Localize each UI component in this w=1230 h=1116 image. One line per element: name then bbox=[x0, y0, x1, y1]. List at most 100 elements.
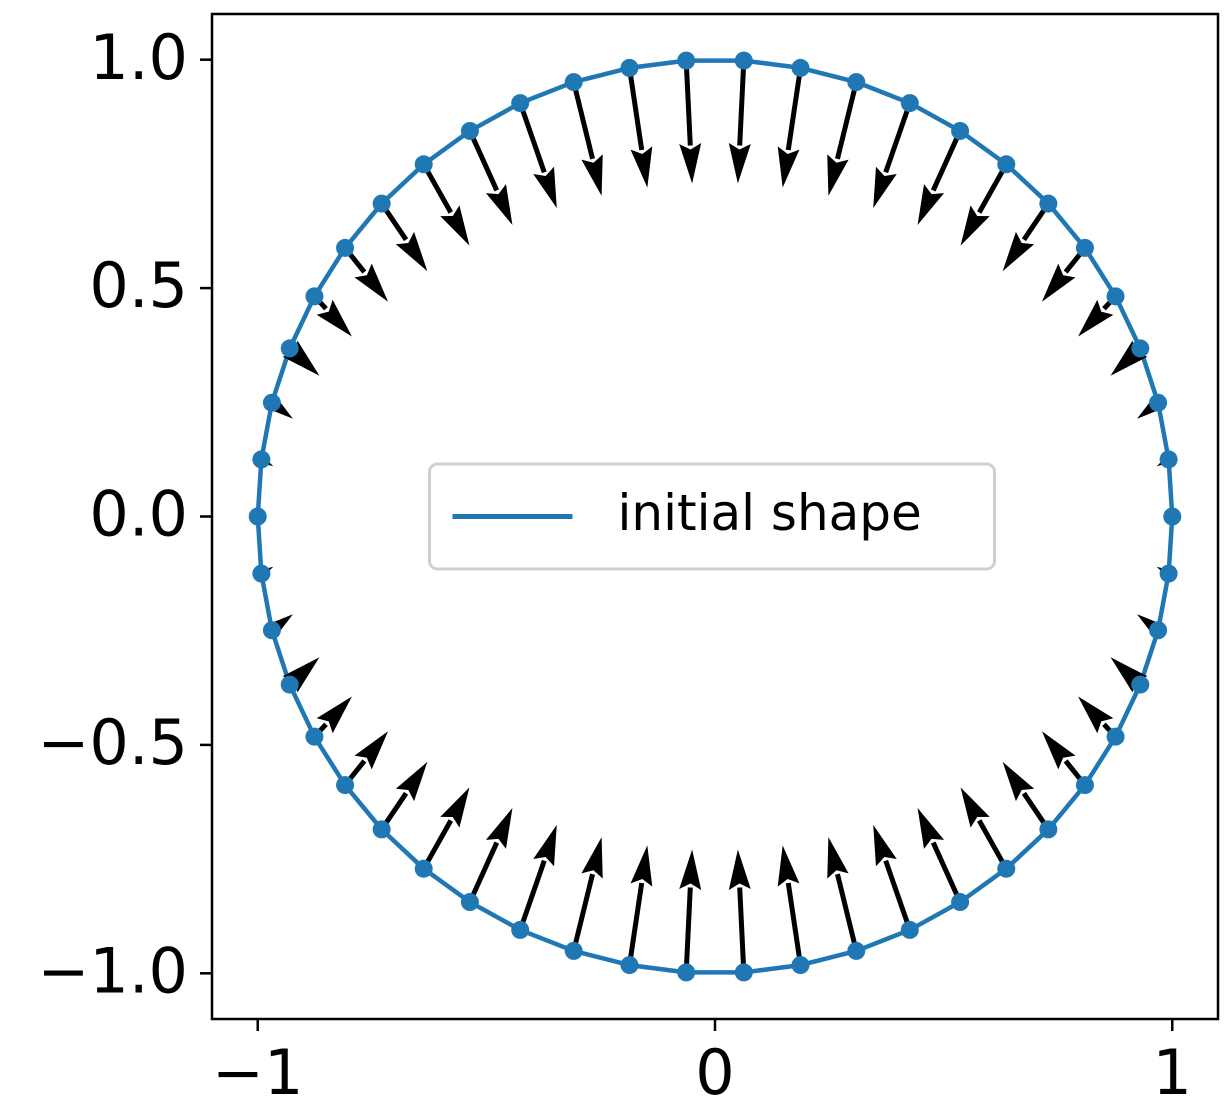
arrow-head bbox=[630, 146, 653, 188]
arrow-head bbox=[581, 837, 603, 879]
arrow bbox=[1002, 202, 1051, 272]
arrow bbox=[467, 807, 513, 904]
arrow-head bbox=[679, 849, 702, 891]
arrow bbox=[917, 129, 963, 226]
arrow-head bbox=[777, 146, 800, 188]
arrow-head bbox=[873, 166, 897, 209]
arrow-shaft bbox=[785, 67, 803, 151]
arrow-head bbox=[395, 231, 428, 272]
arrow-shaft bbox=[571, 81, 595, 160]
arrow-head bbox=[728, 849, 751, 891]
arrow-head bbox=[440, 205, 470, 246]
arrow-head bbox=[1110, 657, 1148, 693]
arrow-head bbox=[581, 154, 603, 196]
arrow-shaft bbox=[883, 859, 913, 931]
arrow bbox=[343, 731, 389, 787]
arrow-shaft bbox=[467, 129, 500, 192]
point bbox=[1159, 564, 1178, 583]
arrow-head bbox=[533, 824, 557, 867]
arrow-shaft bbox=[835, 873, 859, 952]
arrow bbox=[571, 837, 603, 952]
point bbox=[847, 941, 866, 960]
point bbox=[997, 155, 1016, 174]
arrow-head bbox=[267, 614, 293, 637]
arrow-shaft bbox=[683, 60, 693, 146]
arrow-shaft bbox=[977, 163, 1009, 214]
arrow bbox=[421, 787, 470, 870]
arrow-head bbox=[395, 761, 428, 802]
arrow-head bbox=[485, 807, 513, 849]
arrow-shaft bbox=[421, 163, 453, 214]
point bbox=[305, 727, 324, 746]
point bbox=[1075, 238, 1094, 257]
arrow-head bbox=[282, 657, 320, 693]
point bbox=[252, 450, 271, 469]
arrow-head bbox=[1041, 731, 1076, 770]
legend-box bbox=[428, 462, 996, 571]
point bbox=[1149, 621, 1168, 640]
arrow bbox=[917, 807, 963, 904]
point bbox=[336, 776, 355, 795]
arrow-head bbox=[440, 787, 470, 828]
point bbox=[677, 963, 696, 982]
point bbox=[677, 51, 696, 70]
point bbox=[791, 956, 810, 975]
point bbox=[1163, 507, 1182, 526]
point bbox=[734, 51, 753, 70]
point bbox=[564, 73, 583, 92]
point bbox=[1131, 339, 1150, 358]
point bbox=[414, 155, 433, 174]
arrow bbox=[1041, 246, 1087, 302]
arrow-shaft bbox=[421, 819, 453, 870]
point bbox=[1106, 727, 1125, 746]
point bbox=[280, 675, 299, 694]
point bbox=[262, 621, 281, 640]
arrow-head bbox=[1002, 761, 1035, 802]
arrow bbox=[343, 246, 389, 302]
x-tick-label: 1 bbox=[1153, 1036, 1192, 1109]
arrow bbox=[379, 761, 428, 831]
arrow-head bbox=[282, 340, 320, 376]
arrow-head bbox=[1078, 299, 1114, 337]
point bbox=[280, 339, 299, 358]
arrow bbox=[1137, 396, 1163, 419]
arrow bbox=[1002, 761, 1051, 831]
arrow bbox=[571, 81, 603, 196]
arrow-head bbox=[354, 731, 389, 770]
arrow bbox=[827, 81, 859, 196]
point bbox=[1149, 393, 1168, 412]
arrow-head bbox=[960, 205, 990, 246]
arrow bbox=[873, 102, 913, 209]
point bbox=[372, 820, 391, 839]
arrow-head bbox=[1041, 263, 1076, 302]
point bbox=[847, 73, 866, 92]
y-tick-label: −1.0 bbox=[37, 934, 188, 1007]
arrow-head bbox=[630, 845, 653, 887]
arrow bbox=[267, 614, 293, 637]
point bbox=[248, 507, 267, 526]
arrow bbox=[679, 60, 702, 184]
point bbox=[336, 238, 355, 257]
arrow-head bbox=[827, 837, 849, 879]
arrow-head bbox=[960, 787, 990, 828]
arrow bbox=[679, 849, 702, 973]
point bbox=[511, 920, 530, 939]
x-tick-label: −1 bbox=[212, 1036, 303, 1109]
arrow-head bbox=[777, 845, 800, 887]
arrow-shaft bbox=[627, 67, 645, 151]
y-tick-label: 1.0 bbox=[89, 21, 188, 94]
arrow bbox=[777, 845, 803, 966]
arrow-shaft bbox=[737, 887, 747, 973]
arrow-head bbox=[728, 142, 751, 184]
point bbox=[1106, 287, 1125, 306]
arrow-head bbox=[917, 807, 945, 849]
arrow bbox=[728, 849, 751, 973]
arrow bbox=[1041, 731, 1087, 787]
arrow-head bbox=[917, 184, 945, 226]
arrow-head bbox=[1110, 340, 1148, 376]
arrow-shaft bbox=[627, 882, 645, 966]
arrow-head bbox=[267, 396, 293, 419]
arrow-head bbox=[1078, 696, 1114, 734]
arrow bbox=[627, 67, 653, 188]
